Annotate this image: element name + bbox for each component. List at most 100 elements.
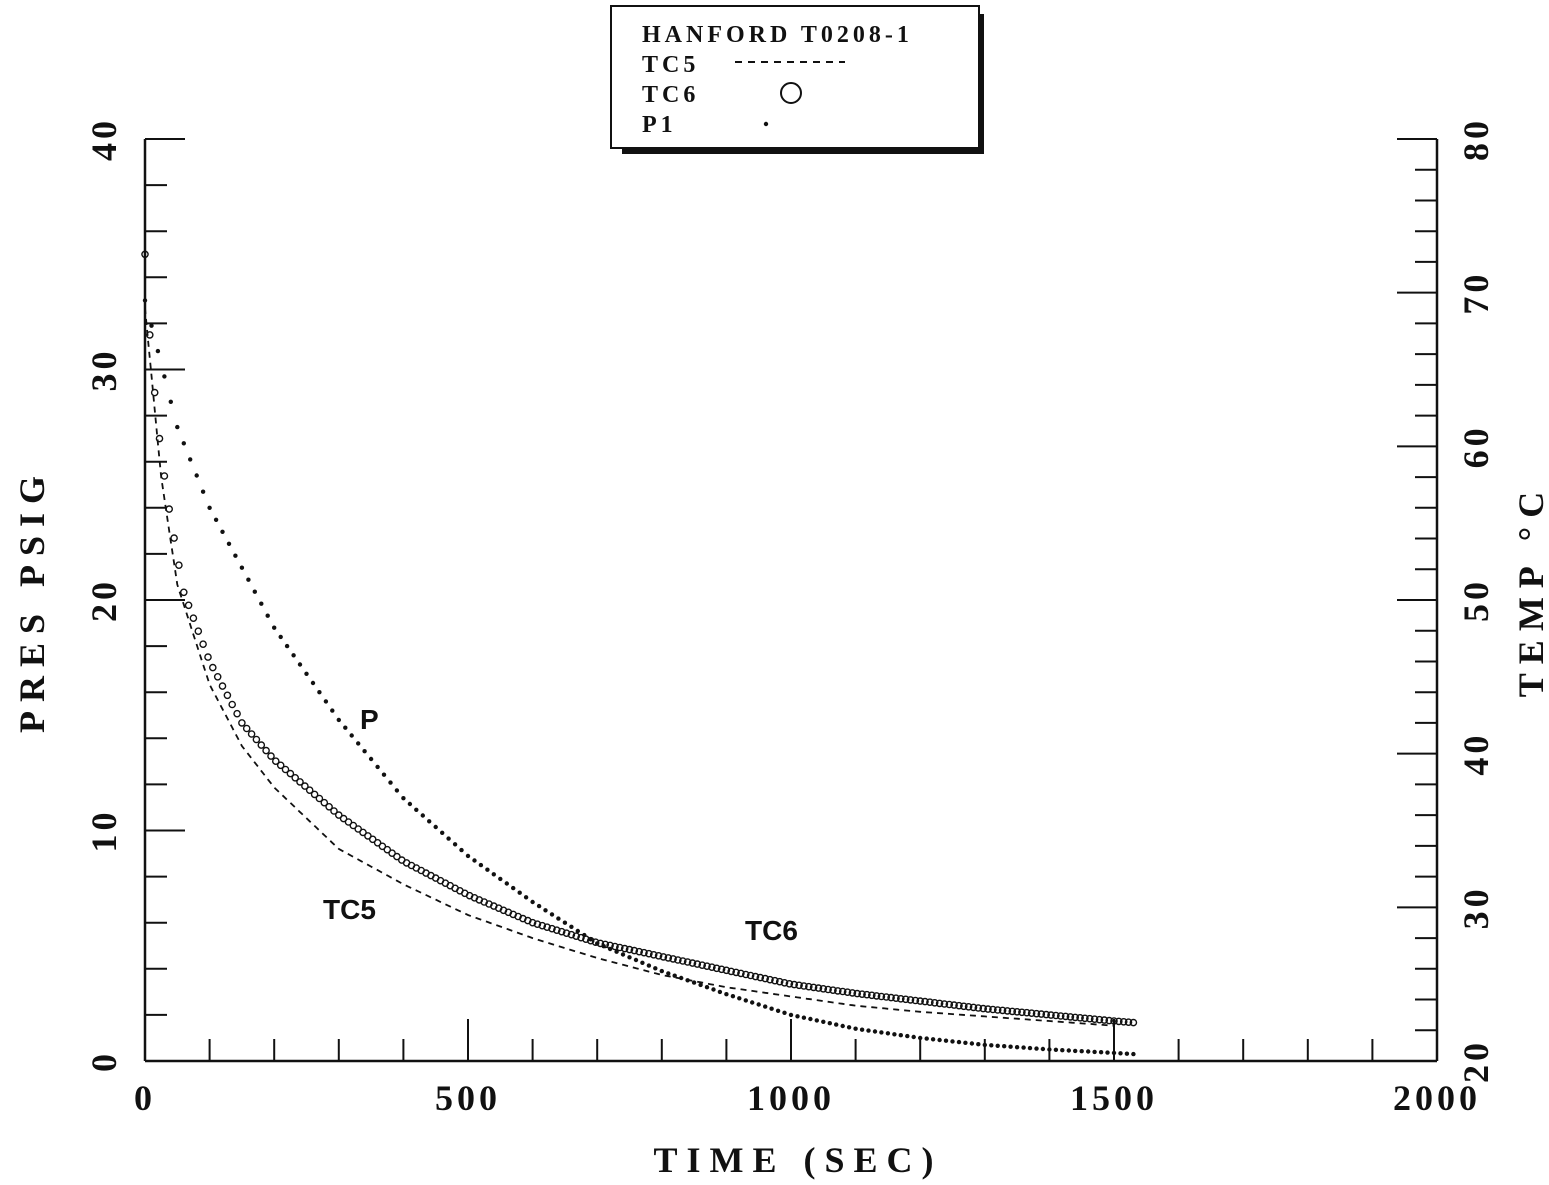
series-tc6-point <box>742 970 750 979</box>
series-tc6-point <box>1076 1014 1084 1022</box>
series-tc6-point <box>1095 1015 1104 1024</box>
y-left-tick-label: 30 <box>84 348 124 392</box>
series-tc6-point <box>218 682 227 690</box>
series-p1-point <box>543 908 548 913</box>
series-p1-point <box>1021 1045 1026 1050</box>
series-p1-point <box>704 985 710 990</box>
series-p1-point <box>995 1043 1000 1049</box>
series-tc6-point <box>969 1003 978 1012</box>
series-p1-point <box>827 1021 832 1026</box>
series-tc6-point <box>998 1006 1007 1015</box>
series-p1-point <box>808 1016 813 1022</box>
series-tc6-point <box>732 968 740 977</box>
series-tc6-point <box>1042 1010 1050 1019</box>
series-tc6-point <box>916 997 925 1005</box>
series-p1-point <box>440 830 445 835</box>
series-p1-point <box>911 1034 916 1040</box>
series-tc6-point <box>160 472 169 480</box>
series-tc6-point <box>679 957 687 965</box>
series-tc6-point <box>1100 1016 1109 1024</box>
series-tc6-point <box>315 794 324 803</box>
series-p1-point <box>943 1038 949 1043</box>
series-tc6-point <box>252 735 261 744</box>
series-tc6-point <box>334 811 343 819</box>
series-tc6-point <box>780 979 789 987</box>
series-tc6-point <box>1119 1018 1128 1026</box>
series-tc6-point <box>838 987 847 996</box>
series-tc6-point <box>170 534 178 542</box>
y-right-tick-label: 80 <box>1456 117 1496 161</box>
series-tc6-point <box>572 932 581 941</box>
series-tc6-point <box>373 839 382 847</box>
series-tc6-point <box>548 924 556 933</box>
series-tc6-point <box>800 982 808 990</box>
series-tc6-point <box>320 798 329 807</box>
series-tc6-point <box>213 673 222 681</box>
series-p1-point <box>1124 1051 1130 1056</box>
series-p1-point <box>200 489 206 494</box>
series-tc6-point <box>848 989 857 997</box>
series-tc6-point <box>310 790 319 799</box>
series-tc6-point <box>257 741 266 749</box>
series-p1-point <box>930 1037 936 1042</box>
series-p1-point <box>989 1043 994 1048</box>
series-p1-point <box>556 916 561 921</box>
series-p1-point <box>575 928 580 934</box>
series-p1-point <box>188 457 193 462</box>
chart-title: HANFORD T0208-1 <box>642 22 913 48</box>
series-tc6-point <box>325 803 333 811</box>
series-p1-point <box>1066 1048 1072 1053</box>
series-p1-point <box>368 756 374 762</box>
series-tc6-point <box>717 965 726 974</box>
series-tc6-point <box>746 971 755 980</box>
series-tc6-point <box>834 987 842 995</box>
series-tc6-point <box>790 980 799 989</box>
series-tc6-point <box>722 966 731 975</box>
series-p1-point <box>226 541 232 546</box>
series-p1-point <box>388 780 393 785</box>
series-tc6-point <box>795 981 803 990</box>
y-left-tick-label: 0 <box>84 1050 124 1072</box>
series-tc6-point <box>271 757 280 766</box>
series-tc6-point <box>175 561 183 570</box>
series-p1-point <box>646 963 652 968</box>
series-p1-point <box>763 1004 768 1009</box>
series-tc6-point <box>771 976 779 985</box>
series-p1-point <box>175 424 180 430</box>
x-tick-label: 2000 <box>1393 1078 1481 1118</box>
y-right-tick-label: 50 <box>1456 578 1496 622</box>
series-tc6-point <box>184 601 193 610</box>
series-p1-point <box>569 924 574 929</box>
series-tc6-point <box>364 832 372 840</box>
series-tc6-point <box>344 818 353 826</box>
y-left-tick-label: 40 <box>84 117 124 161</box>
series-tc6-point <box>291 774 300 782</box>
series-p1-point <box>336 717 341 723</box>
series-tc6-point <box>737 969 745 978</box>
series-p1-point <box>1053 1047 1059 1053</box>
series-tc5-line <box>144 307 1115 1027</box>
series-tc6-point <box>354 825 363 833</box>
series-tc6-point <box>620 944 629 953</box>
series-p1-point <box>530 899 535 905</box>
series-tc6-point <box>640 948 648 957</box>
series-tc6-point <box>1124 1018 1133 1027</box>
series-p1-point <box>517 890 522 895</box>
x-tick-label: 0 <box>134 1078 156 1118</box>
series-tc6-point <box>654 952 663 960</box>
y-right-tick-label: 20 <box>1456 1039 1496 1083</box>
series-tc6-point <box>887 993 895 1002</box>
series-tc6-point <box>843 988 852 997</box>
series-p1-point <box>310 680 316 686</box>
series-p1-point <box>394 788 400 793</box>
series-tc6-point <box>543 923 551 932</box>
series-p1-point <box>859 1027 865 1032</box>
series-tc6-point <box>863 990 871 999</box>
series-p1-point <box>149 323 154 328</box>
series-p1-point <box>291 653 296 658</box>
series-p1-point <box>711 987 716 992</box>
series-tc6-point <box>204 653 212 661</box>
series-p1-point <box>523 895 529 900</box>
series-p1-point <box>659 968 664 974</box>
